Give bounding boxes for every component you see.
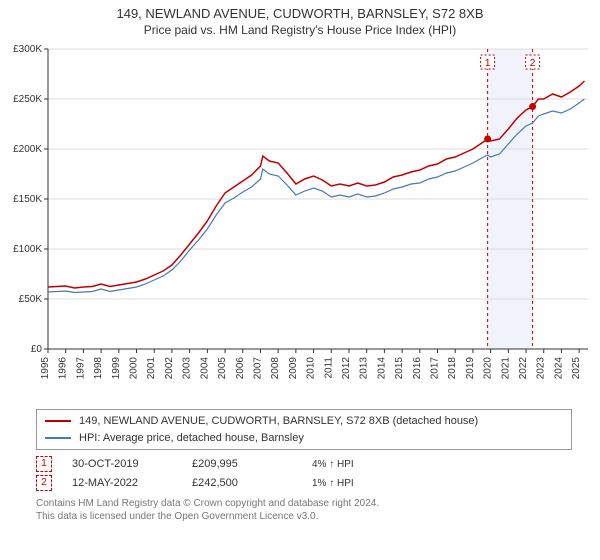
data-point-row: 2 12-MAY-2022 £242,500 1% ↑ HPI bbox=[36, 475, 572, 491]
price-chart: £0 £50K £100K £150K £200K £250K £300K 1995 1996 1… bbox=[0, 39, 600, 399]
point-price: £242,500 bbox=[192, 477, 292, 489]
footer-line: Contains HM Land Registry data © Crown c… bbox=[36, 497, 572, 510]
svg-text:1998: 1998 bbox=[93, 357, 104, 380]
svg-text:2007: 2007 bbox=[252, 357, 263, 380]
svg-text:1: 1 bbox=[485, 58, 491, 69]
svg-text:£50K: £50K bbox=[19, 294, 43, 305]
svg-text:£300K: £300K bbox=[13, 44, 42, 55]
svg-text:£100K: £100K bbox=[13, 244, 42, 255]
svg-text:2002: 2002 bbox=[164, 357, 175, 380]
point-marker: 2 bbox=[36, 475, 52, 491]
legend-swatch bbox=[45, 437, 71, 439]
svg-text:2008: 2008 bbox=[270, 357, 281, 380]
svg-text:2009: 2009 bbox=[288, 357, 299, 380]
svg-text:1995: 1995 bbox=[40, 357, 51, 380]
svg-text:2021: 2021 bbox=[500, 357, 511, 380]
svg-text:2001: 2001 bbox=[146, 357, 157, 380]
point-delta: 1% ↑ HPI bbox=[312, 478, 412, 489]
svg-text:2025: 2025 bbox=[571, 357, 582, 380]
svg-text:2016: 2016 bbox=[412, 357, 423, 380]
page-subtitle: Price paid vs. HM Land Registry's House … bbox=[0, 23, 600, 37]
title-block: 149, NEWLAND AVENUE, CUDWORTH, BARNSLEY,… bbox=[0, 0, 600, 39]
svg-text:2014: 2014 bbox=[376, 357, 387, 380]
svg-text:2020: 2020 bbox=[483, 357, 494, 380]
svg-text:2011: 2011 bbox=[323, 357, 334, 379]
svg-text:2: 2 bbox=[530, 58, 536, 69]
legend-item: 149, NEWLAND AVENUE, CUDWORTH, BARNSLEY,… bbox=[45, 413, 563, 430]
svg-text:2010: 2010 bbox=[306, 357, 317, 380]
svg-text:2019: 2019 bbox=[465, 357, 476, 380]
point-delta: 4% ↑ HPI bbox=[312, 459, 412, 470]
svg-text:2022: 2022 bbox=[518, 357, 529, 380]
legend-label: HPI: Average price, detached house, Barn… bbox=[79, 430, 304, 447]
svg-text:£200K: £200K bbox=[13, 144, 42, 155]
footer-line: This data is licensed under the Open Gov… bbox=[36, 510, 572, 523]
legend-swatch bbox=[45, 420, 71, 422]
legend-label: 149, NEWLAND AVENUE, CUDWORTH, BARNSLEY,… bbox=[79, 413, 478, 430]
svg-text:2017: 2017 bbox=[430, 357, 441, 380]
svg-text:£150K: £150K bbox=[13, 194, 42, 205]
svg-text:2012: 2012 bbox=[341, 357, 352, 380]
legend: 149, NEWLAND AVENUE, CUDWORTH, BARNSLEY,… bbox=[36, 409, 572, 450]
data-point-row: 1 30-OCT-2019 £209,995 4% ↑ HPI bbox=[36, 456, 572, 472]
svg-text:1996: 1996 bbox=[58, 357, 69, 380]
footer: Contains HM Land Registry data © Crown c… bbox=[36, 497, 572, 523]
svg-text:2018: 2018 bbox=[447, 357, 458, 380]
svg-text:1999: 1999 bbox=[111, 357, 122, 380]
data-points: 1 30-OCT-2019 £209,995 4% ↑ HPI 2 12-MAY… bbox=[36, 456, 572, 491]
svg-text:2023: 2023 bbox=[536, 357, 547, 380]
svg-text:2015: 2015 bbox=[394, 357, 405, 380]
svg-text:2006: 2006 bbox=[235, 357, 246, 380]
svg-text:1997: 1997 bbox=[75, 357, 86, 380]
svg-text:2003: 2003 bbox=[182, 357, 193, 380]
point-marker: 1 bbox=[36, 456, 52, 472]
point-date: 12-MAY-2022 bbox=[72, 477, 172, 489]
legend-item: HPI: Average price, detached house, Barn… bbox=[45, 430, 563, 447]
svg-text:2005: 2005 bbox=[217, 357, 228, 380]
svg-text:2013: 2013 bbox=[359, 357, 370, 380]
svg-text:£0: £0 bbox=[31, 344, 43, 355]
svg-text:2000: 2000 bbox=[129, 357, 140, 380]
svg-text:2004: 2004 bbox=[199, 357, 210, 380]
point-price: £209,995 bbox=[192, 458, 292, 470]
svg-text:2024: 2024 bbox=[553, 357, 564, 380]
page-title: 149, NEWLAND AVENUE, CUDWORTH, BARNSLEY,… bbox=[0, 6, 600, 21]
point-date: 30-OCT-2019 bbox=[72, 458, 172, 470]
svg-text:£250K: £250K bbox=[13, 94, 42, 105]
